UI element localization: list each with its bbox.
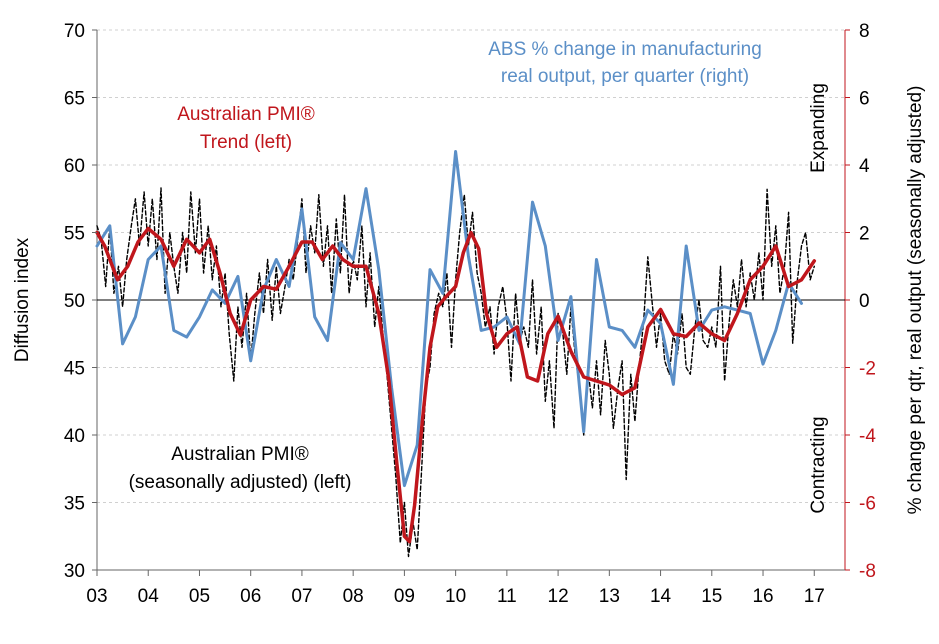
left-tick-label: 60 [64,156,85,177]
pmi-trend-line [95,226,817,544]
right-tick-label: 4 [859,156,870,177]
label-sa-line2: (seasonally adjusted) (left) [129,472,352,493]
x-tick-label: 09 [394,586,415,607]
right-tick-label: 2 [859,224,870,245]
right-tick-label: 0 [859,291,870,312]
left-axis-ticks: 30 35 40 45 50 55 60 65 70 [64,21,97,582]
label-sa-line1: Australian PMI® [171,444,309,465]
label-trend-line1: Australian PMI® [177,104,315,125]
label-trend-line2: Trend (left) [200,132,292,153]
left-tick-label: 35 [64,494,85,515]
x-tick-label: 15 [701,586,722,607]
right-tick-label: -4 [859,426,876,447]
right-tick-label: -8 [859,561,876,582]
x-tick-label: 10 [445,586,466,607]
right-tick-label: 8 [859,21,870,42]
right-axis-title: % change per qtr, real output (seasonall… [905,86,926,515]
annotation-contracting: Contracting [808,416,829,513]
left-tick-label: 65 [64,89,85,110]
left-axis-title: Diffusion index [12,237,33,362]
left-tick-label: 70 [64,21,85,42]
label-abs-line2: real output, per quarter (right) [501,66,749,87]
x-tick-label: 05 [189,586,210,607]
annotation-expanding: Expanding [808,83,829,173]
right-tick-label: 6 [859,89,870,110]
x-tick-label: 08 [343,586,364,607]
left-tick-label: 40 [64,426,85,447]
right-tick-label: -6 [859,494,876,515]
series-pmi-trend [95,226,817,544]
abs-output-line [95,150,803,488]
label-sa-background [100,436,378,498]
left-tick-label: 55 [64,224,85,245]
x-tick-label: 13 [599,586,620,607]
x-tick-label: 11 [497,586,517,607]
x-axis-ticks: 03 04 05 06 07 08 09 10 11 12 13 14 15 16 17 [86,570,825,607]
series-abs-manufacturing-output [95,150,803,488]
x-tick-label: 06 [240,586,261,607]
right-axis-ticks: -8 -6 -4 -2 0 2 4 6 8 [845,21,876,582]
left-tick-label: 50 [64,291,85,312]
x-tick-label: 17 [804,586,825,607]
left-tick-label: 45 [64,359,85,380]
x-tick-label: 07 [291,586,312,607]
x-tick-label: 12 [548,586,569,607]
x-tick-label: 03 [86,586,107,607]
x-tick-label: 14 [650,586,672,607]
x-tick-label: 04 [138,586,160,607]
left-tick-label: 30 [64,561,85,582]
right-tick-label: -2 [859,359,876,380]
x-tick-label: 16 [752,586,773,607]
label-abs-line1: ABS % change in manufacturing [488,39,762,60]
